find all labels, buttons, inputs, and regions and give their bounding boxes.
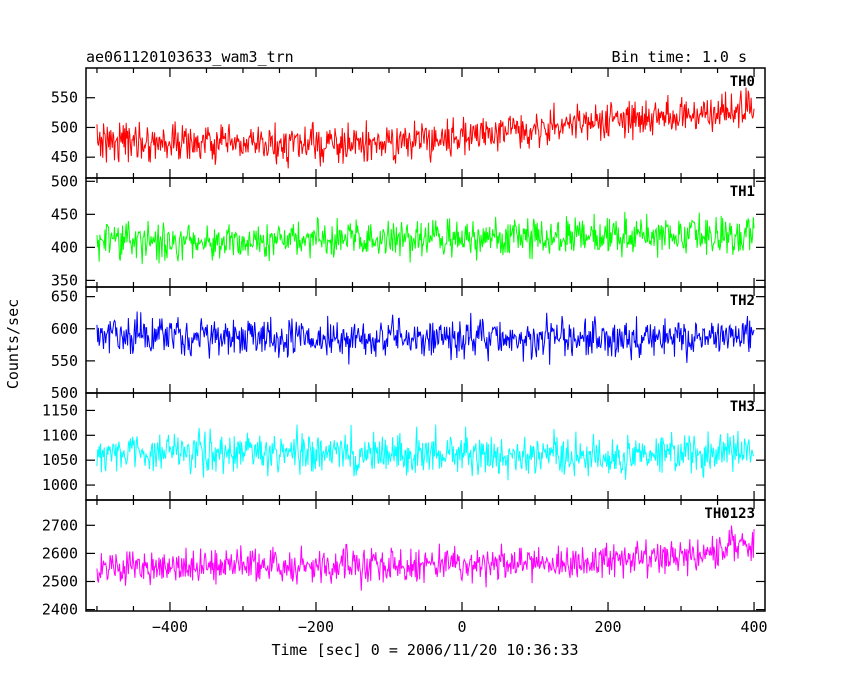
series-th1 — [96, 211, 755, 265]
y-tick-label: 550 — [51, 89, 78, 107]
y-tick-label: 2400 — [42, 601, 78, 619]
y-tick-label: 550 — [51, 352, 78, 370]
panel-label: TH0123 — [704, 506, 755, 522]
panel-label: TH0 — [730, 74, 755, 90]
panel-th2: 500 550 600 650 TH2 — [51, 286, 766, 402]
y-tick-label: 650 — [51, 288, 78, 306]
panel-label: TH1 — [730, 184, 755, 200]
series-th0 — [96, 87, 755, 169]
y-tick-label: 1000 — [42, 476, 78, 494]
x-tick-label: 0 — [457, 618, 466, 636]
x-axis-label: Time [sec] 0 = 2006/11/20 10:36:33 — [271, 641, 578, 659]
x-tick-label: −400 — [152, 618, 188, 636]
y-tick-label: 2700 — [42, 516, 78, 534]
series-th0123 — [96, 525, 755, 591]
series-th3 — [96, 424, 755, 481]
series-th2 — [96, 311, 755, 365]
panel-label: TH2 — [730, 293, 755, 309]
y-tick-label: 2600 — [42, 544, 78, 562]
x-tick-label: −200 — [298, 618, 334, 636]
panel-label: TH3 — [730, 399, 755, 415]
bin-time-label: Bin time: 1.0 s — [612, 48, 747, 66]
panel-th0: 450 500 550 TH0 — [51, 67, 766, 179]
y-tick-label: 2500 — [42, 572, 78, 590]
panel-th0123: 2400 2500 2600 2700 TH0123 — [42, 499, 766, 619]
panels: 450 500 550 TH0 350 400 450 500 TH1 500 550 600 650 T… — [42, 67, 768, 636]
y-tick-label: 1100 — [42, 426, 78, 444]
y-tick-label: 400 — [51, 238, 78, 256]
y-tick-label: 450 — [51, 205, 78, 223]
chart-title: ae061120103633_wam3_trn — [86, 48, 294, 66]
y-tick-label: 1150 — [42, 401, 78, 419]
panel-th1: 350 400 450 500 TH1 — [51, 172, 766, 289]
panel-frame — [85, 67, 766, 179]
panel-th3: 1000 1050 1100 1150 TH3 — [42, 392, 766, 501]
y-axis-label: Counts/sec — [4, 299, 22, 389]
y-tick-label: 1050 — [42, 451, 78, 469]
y-tick-label: 500 — [51, 172, 78, 190]
y-tick-label: 350 — [51, 271, 78, 289]
y-tick-label: 500 — [51, 384, 78, 402]
x-tick-label: 400 — [741, 618, 768, 636]
y-tick-label: 450 — [51, 148, 78, 166]
y-tick-label: 600 — [51, 320, 78, 338]
y-tick-label: 500 — [51, 118, 78, 136]
x-tick-label: 200 — [594, 618, 621, 636]
